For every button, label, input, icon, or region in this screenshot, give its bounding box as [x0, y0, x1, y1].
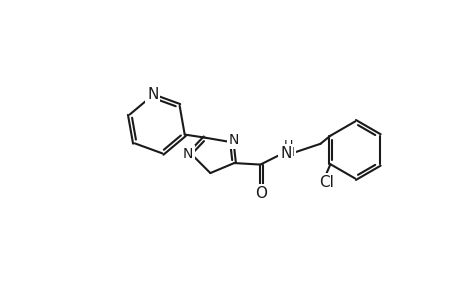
Text: O: O: [255, 186, 267, 201]
Text: N: N: [279, 146, 290, 160]
Text: Cl: Cl: [319, 175, 333, 190]
Text: N: N: [280, 146, 291, 160]
Text: H: H: [284, 146, 294, 159]
Text: H: H: [283, 139, 292, 152]
Text: N: N: [228, 133, 238, 147]
Text: N: N: [147, 88, 158, 103]
Text: N: N: [182, 147, 193, 161]
